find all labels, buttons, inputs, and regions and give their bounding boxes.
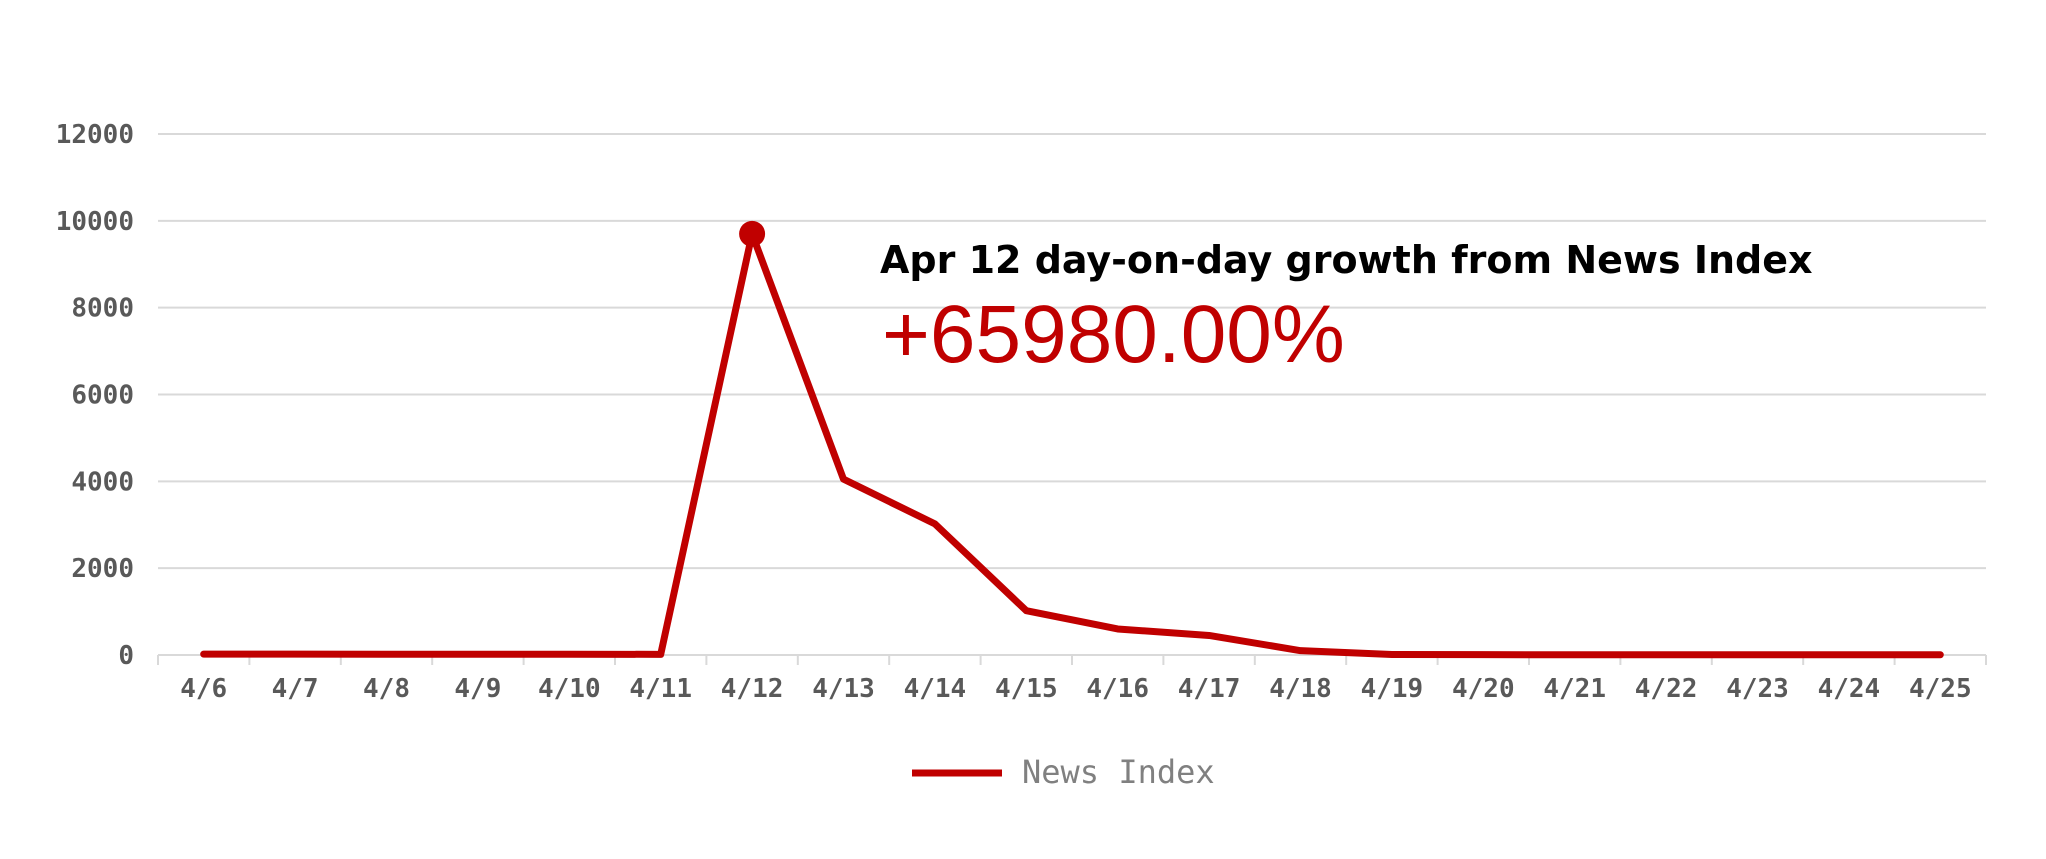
x-tick-label: 4/9 (454, 674, 501, 704)
x-tick-label: 4/23 (1726, 674, 1789, 704)
highlight-point (739, 220, 766, 247)
x-tick-label: 4/12 (721, 674, 784, 704)
x-tick-label: 4/21 (1543, 674, 1606, 704)
y-tick-label: 10000 (56, 207, 134, 237)
x-tick-label: 4/20 (1452, 674, 1515, 704)
legend: News Index (912, 753, 1215, 791)
x-tick-label: 4/13 (812, 674, 875, 704)
annotation-title: Apr 12 day-on-day growth from News Index (880, 238, 1813, 282)
series-line-news-index (200, 230, 1944, 659)
x-tick-label: 4/10 (538, 674, 601, 704)
x-tick-label: 4/11 (629, 674, 692, 704)
x-tick-label: 4/18 (1269, 674, 1332, 704)
y-tick-label: 6000 (71, 381, 134, 411)
legend-label-news-index: News Index (1022, 753, 1215, 791)
x-tick-label: 4/24 (1818, 674, 1881, 704)
x-tick-label: 4/6 (180, 674, 227, 704)
y-tick-label: 2000 (71, 554, 134, 584)
y-tick-label: 4000 (71, 467, 134, 497)
y-tick-label: 8000 (71, 294, 134, 324)
x-tick-label: 4/22 (1635, 674, 1698, 704)
y-tick-label: 12000 (56, 120, 134, 150)
x-tick-label: 4/17 (1178, 674, 1241, 704)
x-tick-label: 4/15 (995, 674, 1058, 704)
x-tick-label: 4/25 (1909, 674, 1972, 704)
x-axis: 4/6 4/7 4/8 4/9 4/10 4/11 4/12 4/13 4/14 4/15 4/16… (157, 655, 1987, 704)
y-axis-ticks: 0 2000 4000 6000 8000 10000 12000 (56, 120, 134, 671)
x-tick-label: 4/14 (904, 674, 967, 704)
x-tick-label: 4/7 (272, 674, 319, 704)
annotation: Apr 12 day-on-day growth from News Index… (880, 238, 1813, 380)
series-group (200, 220, 1944, 659)
gridlines (158, 133, 1986, 656)
x-tick-label: 4/19 (1361, 674, 1424, 704)
x-tick-label: 4/16 (1086, 674, 1149, 704)
annotation-value: +65980.00% (882, 289, 1345, 380)
x-tick-label: 4/8 (363, 674, 410, 704)
y-tick-label: 0 (118, 641, 134, 671)
